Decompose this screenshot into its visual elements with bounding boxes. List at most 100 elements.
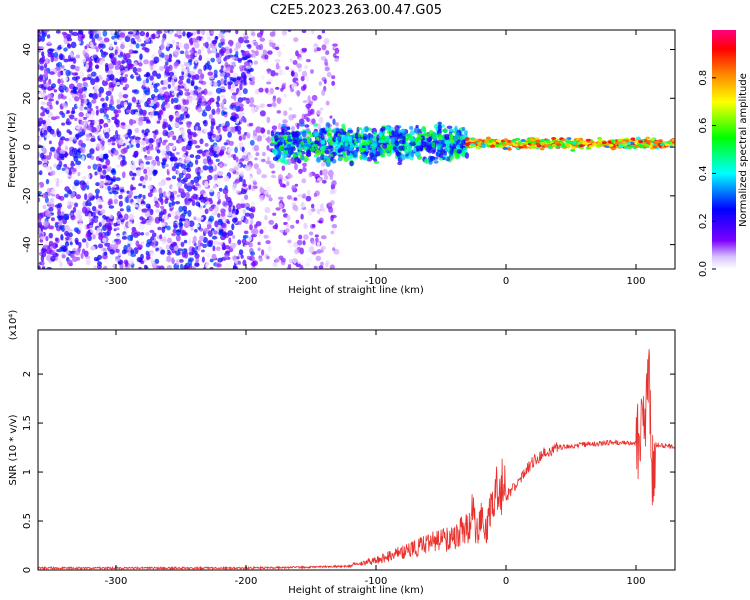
spectrogram-cell <box>193 85 198 90</box>
spectrogram-cell <box>588 144 594 148</box>
spectrogram-cell <box>269 31 276 37</box>
spectrogram-cell <box>132 66 137 73</box>
spectrogram-cell <box>85 241 89 249</box>
spectrogram-cell <box>186 221 191 227</box>
x-tick-label: 0 <box>503 576 509 587</box>
spectrogram-cell <box>142 112 147 117</box>
spectrogram-cell <box>453 148 457 154</box>
spectrogram-cell <box>178 218 183 223</box>
spectrogram-cell <box>261 158 266 163</box>
spectrogram-cell <box>503 138 509 142</box>
spectrogram-cell <box>194 253 200 259</box>
spectrogram-cell <box>70 253 75 258</box>
spectrogram-cell <box>238 141 244 148</box>
spectrogram-cell <box>41 51 45 57</box>
spectrogram-cell <box>119 51 124 56</box>
spectrogram-cell <box>75 54 81 59</box>
spectrogram-cell <box>73 136 77 141</box>
spectrogram-cell <box>308 100 314 104</box>
spectrogram-cell <box>274 141 278 145</box>
spectrogram-cell <box>249 79 255 86</box>
spectrogram-cell <box>102 30 108 37</box>
spectrogram-cell <box>61 254 66 259</box>
spectrogram-cell <box>78 131 84 137</box>
spectrogram-cell <box>74 117 78 122</box>
spectrogram-cell <box>145 71 150 78</box>
spectrogram-cell <box>205 104 212 112</box>
spectrogram-cell <box>441 134 445 141</box>
spectrogram-cell <box>155 123 160 131</box>
spectrogram-cell <box>231 82 236 88</box>
spectrogram-cell <box>40 254 45 262</box>
spectrogram-cell <box>244 50 250 56</box>
spectrogram-cell <box>77 172 81 177</box>
spectrogram-cell <box>134 89 138 93</box>
spectrogram-cell <box>79 71 85 79</box>
spectrogram-cell <box>132 160 138 165</box>
spectrogram-cell <box>216 263 222 268</box>
spectrogram-cell <box>272 261 278 268</box>
spectrogram-cell <box>199 235 205 242</box>
spectrogram-cell <box>237 260 241 265</box>
spectrogram-cell <box>543 144 549 147</box>
spectrogram-cell <box>494 144 500 148</box>
spectrogram-cell <box>126 208 131 213</box>
spectrogram-cell <box>446 125 453 129</box>
spectrogram-cell <box>184 265 190 269</box>
spectrogram-cell <box>243 61 250 67</box>
spectrogram-cell <box>337 135 341 142</box>
spectrogram-cell <box>197 68 203 75</box>
spectrogram-cell <box>128 136 135 140</box>
spectrogram-cell <box>385 124 390 131</box>
spectrogram-cell <box>250 251 255 256</box>
spectrogram-cell <box>138 120 143 126</box>
spectrogram-cell <box>102 169 107 175</box>
spectrogram-cell <box>175 234 181 242</box>
spectrogram-cell <box>78 111 84 118</box>
spectrogram-cell <box>94 188 100 194</box>
spectrogram-cell <box>128 63 135 67</box>
spectrogram-cell <box>296 63 302 69</box>
spectrogram-cell <box>100 40 106 44</box>
spectrogram-cell <box>237 97 243 103</box>
colorbar-ticks: 0.00.20.40.60.8 <box>698 70 716 277</box>
spectrogram-cell <box>195 154 201 160</box>
spectrogram-cell <box>207 159 214 165</box>
spectrogram-cell <box>187 209 192 217</box>
spectrogram-cell <box>188 238 192 245</box>
spectrogram-cell <box>617 138 623 142</box>
spectrogram-cell <box>181 230 187 236</box>
x-tick-label: 100 <box>626 576 645 587</box>
spectrogram-cell <box>279 131 286 136</box>
spectrogram-cell <box>610 147 616 151</box>
spectrogram-cell <box>331 128 337 133</box>
spectrogram-cell <box>318 220 323 224</box>
spectrogram-cell <box>131 201 136 206</box>
spectrogram-cell <box>634 145 640 148</box>
spectrogram-cell <box>319 107 324 111</box>
spectrogram-cell <box>114 119 120 125</box>
spectrogram-cell <box>172 157 178 161</box>
spectrogram-cell <box>50 203 55 208</box>
spectrogram-cell <box>328 139 334 146</box>
spectrogram-cell <box>305 76 310 83</box>
spectrogram-cell <box>286 223 290 228</box>
spectrogram-cell <box>438 153 444 159</box>
spectrogram-cell <box>156 149 161 154</box>
colorbar-tick-label: 0.4 <box>698 165 709 181</box>
spectrogram-cell <box>210 118 216 125</box>
spectrogram-cell <box>116 81 121 86</box>
spectrogram-cell <box>319 252 326 259</box>
spectrogram-cell <box>52 56 58 62</box>
spectrogram-cell <box>175 116 180 124</box>
spectrogram-cell <box>190 195 196 200</box>
spectrogram-cell <box>214 174 218 181</box>
spectrogram-cell <box>275 257 280 263</box>
spectrogram-cell <box>186 113 190 119</box>
spectrogram-cell <box>114 38 119 43</box>
spectrogram-cell <box>240 117 247 122</box>
spectrogram-cell <box>42 244 48 249</box>
spectrogram-cell <box>263 234 269 239</box>
spectrogram-cell <box>91 211 96 218</box>
spectrogram-cell <box>55 193 60 199</box>
